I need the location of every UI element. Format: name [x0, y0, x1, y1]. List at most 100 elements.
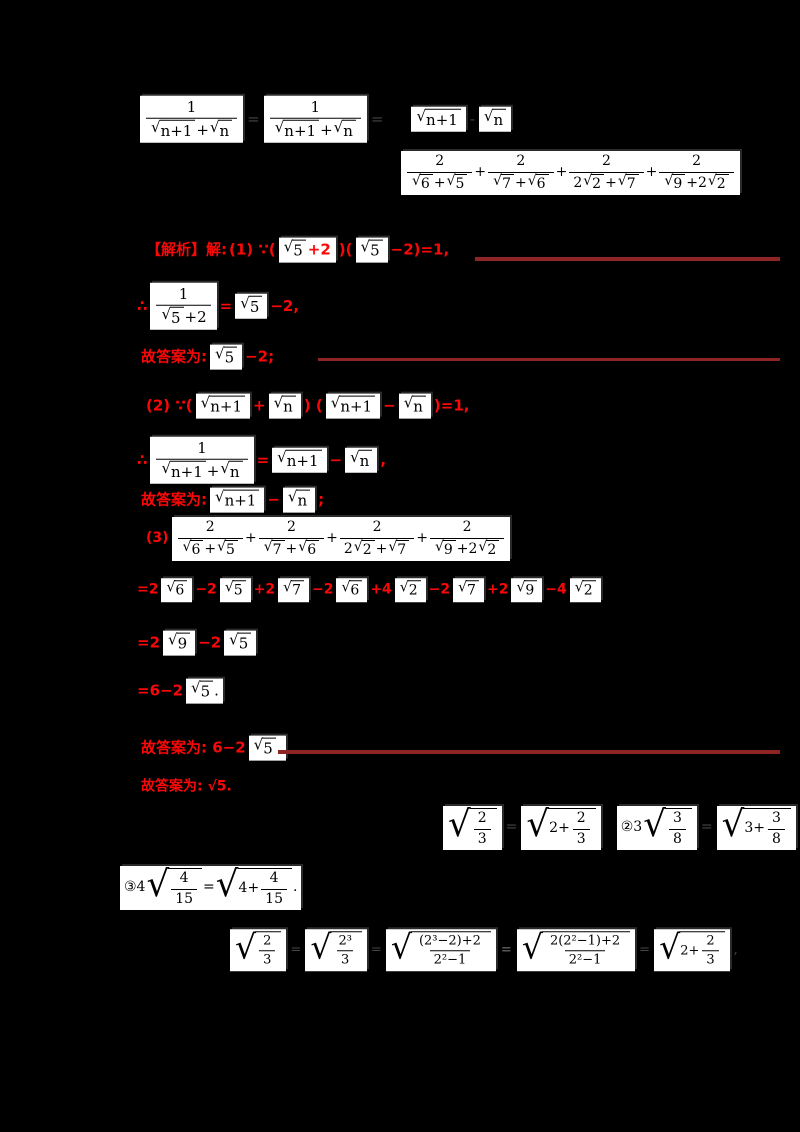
math-text-ink: +	[416, 530, 428, 547]
radicand: n	[228, 460, 243, 482]
math-text-ink: 5	[263, 739, 273, 758]
radical-icon: √	[146, 864, 170, 905]
math-text-red: =2	[137, 633, 161, 652]
fraction: 2 2 √ 2 + √ 7	[339, 519, 415, 560]
numerator: 4	[175, 870, 194, 889]
sqrt-expression: √ 2	[478, 539, 500, 560]
numerator: 2³	[333, 933, 356, 950]
sqrt-expression: √ (2³−2)+2 2²−1	[391, 930, 491, 969]
sqrt-expression: √ n	[350, 449, 373, 471]
given-sum-line: 2 √ 6 + √ 5 +2 √ 7 + √ 6 +2 2 √ 2 + √ 7 +2 √ 9 +2 √ 2	[399, 151, 742, 195]
math-text-ink: 3	[576, 830, 586, 847]
math-text-red: =	[219, 296, 233, 315]
radicand: 2	[361, 539, 375, 560]
sqrt-expression: √ n+1	[151, 119, 196, 141]
white-equation-box: ③4 √ 4 15 = √ 4+ 4 15.	[120, 864, 302, 910]
white-equation-box: √ 5	[235, 293, 268, 319]
sqrt-expression: √ 5	[161, 306, 184, 328]
radicand: 9	[524, 580, 538, 600]
radical-icon: √	[283, 579, 293, 596]
fraction: 2 √ 9 +2 √ 2	[659, 153, 734, 193]
math-text-ink: 2	[462, 519, 472, 535]
numerator: 1	[182, 98, 202, 118]
sqrt-expression: √ 5	[240, 295, 263, 317]
math-text-dim: =	[290, 941, 302, 957]
math-text-red: +2	[486, 581, 509, 598]
math-text-ink: .	[293, 879, 298, 896]
math-text-ink: 1	[310, 97, 321, 116]
fraction: 2 2 √ 2 + √ 7	[569, 153, 644, 193]
math-text-red: −2	[195, 581, 217, 598]
radicand: n+1	[285, 449, 322, 471]
radical-icon: √	[277, 447, 287, 466]
math-text-ink: 3	[477, 830, 487, 847]
math-text-ink: n+1	[171, 462, 203, 481]
math-text-ink: ②3	[620, 819, 643, 836]
math-text-ink: n	[297, 491, 308, 510]
radical-icon: √	[527, 172, 537, 189]
math-text-ink: 6	[420, 175, 430, 192]
white-equation-box: √ n+1	[325, 393, 381, 419]
math-text-ink: n+1	[210, 397, 243, 416]
radical-icon: √	[333, 117, 344, 136]
sqrt-expression: √ 6	[527, 172, 549, 194]
math-text-ink: n	[283, 397, 293, 416]
white-equation-box: √ 2 3	[230, 929, 287, 971]
math-text-ink: +2	[686, 174, 707, 191]
math-text-ink: 9	[673, 175, 683, 192]
sqrt-expression: √ 2 3	[235, 930, 282, 969]
sqrt-expression: √ 2³ 3	[310, 927, 362, 969]
radical-icon: √	[220, 458, 230, 477]
math-text-ink: +	[285, 540, 298, 557]
math-text-ink: +	[474, 164, 487, 181]
math-text-dim: =	[639, 941, 651, 957]
radical-icon: √	[330, 393, 341, 412]
math-text-ink: 5	[233, 582, 243, 599]
math-text-ink: (2³−2)+2	[418, 933, 481, 949]
radical-icon: √	[583, 172, 593, 189]
math-text-ink: 5	[226, 541, 235, 558]
math-text-dim: =	[505, 819, 518, 836]
math-text-ink: 2	[602, 153, 611, 169]
fraction: 1 √ n+1 + √ n	[156, 439, 248, 482]
math-text-ink: 3+	[744, 820, 765, 837]
radical-icon: √	[521, 927, 543, 967]
denominator: 3	[337, 950, 354, 969]
math-text-ink: 2	[716, 175, 726, 192]
sqrt-expression: √ n+1	[277, 447, 322, 471]
denominator: √ n+1 + √ n	[269, 117, 361, 141]
math-text-ink: 2	[263, 933, 272, 949]
white-equation-box: √ 2	[569, 578, 601, 602]
radical-icon: √	[516, 579, 526, 596]
sqrt-expression: √ n	[220, 458, 243, 482]
math-text-ink: 2+	[680, 942, 700, 958]
math-text-red: ∴	[137, 450, 148, 469]
sqrt-expression: √ 9	[168, 632, 191, 654]
sqrt-expression: √ 2(2²−1)+2 2²−1	[521, 927, 631, 969]
underline-after-answer3	[278, 750, 780, 754]
radicand: n+1	[283, 119, 320, 141]
radicand: 6	[535, 173, 549, 194]
radical-icon: √	[399, 579, 409, 596]
radicand: n+1	[223, 489, 260, 511]
sqrt-expression: √ 9	[435, 539, 456, 560]
math-text-ink: 3	[771, 810, 781, 826]
math-text-ink: 2	[576, 810, 586, 826]
white-equation-box: √ 2(2²−1)+2 2²−1	[516, 927, 636, 971]
math-text-red: −2	[198, 633, 222, 652]
result-line: =6−2 √ 5.	[136, 678, 225, 704]
sqrt-expression: √ n	[287, 487, 311, 511]
sqrt-expression: √ 5	[217, 539, 238, 560]
denominator: 2²−1	[564, 950, 606, 969]
math-text-red: =	[256, 450, 270, 469]
radical-icon: √	[287, 487, 298, 506]
radical-icon: √	[310, 927, 332, 967]
math-text-ink: 5	[224, 348, 235, 367]
denominator: 3	[572, 828, 590, 849]
math-text-dim: =	[370, 941, 382, 957]
math-text-ink: 7	[272, 541, 282, 558]
sqrt-expression: √ n	[333, 117, 356, 141]
math-text-ink: .	[214, 681, 219, 700]
radicand: n+1	[170, 460, 206, 482]
